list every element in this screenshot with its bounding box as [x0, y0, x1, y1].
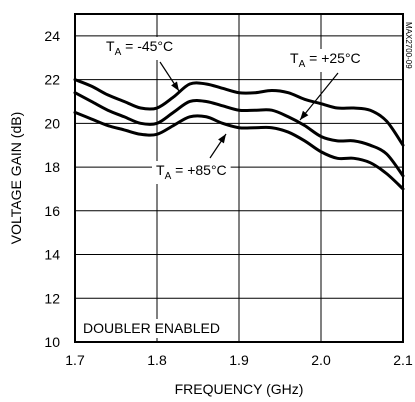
y-tick-label: 12: [44, 290, 60, 306]
x-tick-labels: 1.7 1.8 1.9 2.0 2.1: [65, 352, 413, 368]
y-tick-label: 24: [44, 28, 60, 44]
y-axis-label: VOLTAGE GAIN (dB): [8, 112, 24, 245]
x-tick-label: 2.0: [311, 352, 331, 368]
series-ta-plus85-line: [73, 110, 405, 191]
plot-frame: [74, 13, 404, 343]
annotation-ta-minus45: TA = -45°C: [106, 38, 173, 58]
note-bg: [79, 319, 224, 338]
x-tick-label: 2.1: [393, 352, 413, 368]
series-group: [73, 78, 405, 191]
annotation-ta-plus25: TA = +25°C: [290, 50, 361, 70]
doubler-enabled-note: DOUBLER ENABLED: [83, 320, 220, 336]
annotation-bg-m45: [102, 37, 178, 60]
y-tick-label: 18: [44, 159, 60, 175]
arrow-plus25-shaft: [299, 72, 339, 121]
y-tick-labels: 10 12 14 16 18 20 22 24: [44, 28, 60, 350]
y-tick-label: 20: [44, 115, 60, 131]
x-tick-label: 1.9: [229, 352, 249, 368]
annotation-arrows: [159, 61, 339, 159]
x-tick-label: 1.8: [147, 352, 167, 368]
arrow-plus85-head: [218, 134, 226, 144]
annotation-bg-p25: [286, 49, 365, 72]
y-tick-label: 16: [44, 203, 60, 219]
series-ta-plus25-line: [73, 91, 405, 178]
annotation-ta-plus85: TA = +85°C: [156, 162, 227, 182]
y-tick-label: 22: [44, 72, 60, 88]
x-axis-label: FREQUENCY (GHz): [175, 381, 304, 397]
arrow-minus45-head: [171, 81, 179, 91]
figure-code: MAX2700-09: [404, 22, 413, 69]
y-tick-label: 14: [44, 247, 60, 263]
arrow-plus25-head: [300, 110, 309, 120]
series-ta-minus45-line: [73, 78, 405, 147]
x-tick-label: 1.7: [65, 352, 85, 368]
annotation-bg-p85: [152, 161, 231, 184]
y-tick-label: 10: [44, 334, 60, 350]
